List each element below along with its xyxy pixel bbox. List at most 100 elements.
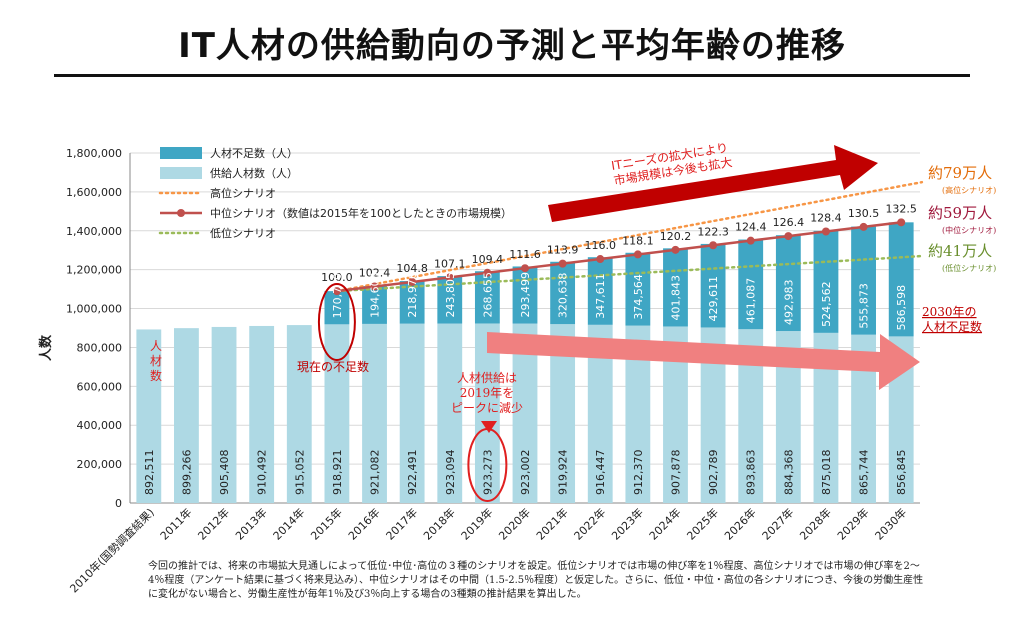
bar-label-supply: 915,052 bbox=[293, 450, 306, 496]
bar-shortage bbox=[738, 239, 764, 330]
mid-scenario-label: 132.5 bbox=[885, 202, 917, 215]
bar-shortage bbox=[775, 235, 801, 332]
mid-scenario-label: 107.1 bbox=[434, 257, 466, 270]
legend-label: 低位シナリオ bbox=[210, 226, 276, 240]
y-tick-label: 200,000 bbox=[77, 458, 123, 471]
bar-label-supply: 893,863 bbox=[745, 450, 758, 496]
bar-label-shortage: 555,873 bbox=[858, 283, 871, 329]
bar-label-supply: 923,273 bbox=[481, 449, 494, 495]
legend-label: 人材不足数（人） bbox=[210, 146, 298, 160]
bar-label-shortage: 194,608 bbox=[369, 272, 382, 318]
bar-label-supply: 923,002 bbox=[519, 450, 532, 496]
mid-scenario-marker bbox=[746, 236, 755, 245]
x-tick-label: 2030年 bbox=[872, 505, 909, 542]
bar-shortage bbox=[888, 222, 914, 337]
mid-scenario-label: 104.8 bbox=[396, 262, 428, 275]
bar-label-supply: 875,018 bbox=[820, 450, 833, 496]
high-scenario-total: 約79万人 bbox=[928, 164, 992, 182]
bar-supply bbox=[249, 325, 275, 503]
mid-scenario-marker bbox=[784, 232, 793, 241]
bar-label-supply: 921,082 bbox=[369, 450, 382, 496]
x-tick-label: 2015年 bbox=[308, 505, 345, 542]
x-tick-label: 2026年 bbox=[721, 505, 758, 542]
mid-scenario-label: 100.0 bbox=[321, 271, 353, 284]
bar-shortage bbox=[474, 271, 500, 324]
x-tick-label: 2018年 bbox=[420, 505, 457, 542]
bar-label-shortage: 429,611 bbox=[707, 276, 720, 322]
bar-supply bbox=[399, 323, 425, 503]
bar-label-supply: 923,094 bbox=[444, 450, 457, 496]
legend-label: 中位シナリオ（数値は2015年を100としたときの市場規模） bbox=[210, 206, 512, 220]
bar-label-supply: 922,491 bbox=[406, 450, 419, 496]
mid-scenario-marker bbox=[633, 250, 642, 259]
y-tick-label: 1,400,000 bbox=[66, 225, 122, 238]
mid-scenario-marker bbox=[671, 245, 680, 254]
bar-shortage bbox=[512, 266, 538, 324]
bar-supply bbox=[211, 326, 237, 503]
x-tick-label: 2016年 bbox=[345, 505, 382, 542]
x-tick-label: 2011年 bbox=[157, 505, 194, 542]
x-tick-label: 2012年 bbox=[195, 505, 232, 542]
mid-scenario-total: 約59万人 bbox=[928, 204, 992, 222]
bar-shortage bbox=[813, 230, 839, 333]
mid-scenario-marker bbox=[897, 218, 906, 227]
footnote-line-1: 今回の推計では、将来の市場拡大見通しによって低位･中位･高位の３種のシナリオを設… bbox=[148, 561, 920, 572]
shortage-2030-label: 2030年の人材不足数 bbox=[922, 305, 982, 334]
x-tick-label: 2013年 bbox=[232, 505, 269, 542]
mid-scenario-label: 126.4 bbox=[773, 216, 805, 229]
low-scenario-total: 約41万人 bbox=[928, 242, 992, 260]
bar-label-shortage: 170,700 bbox=[331, 273, 344, 319]
mid-scenario-marker bbox=[821, 227, 830, 236]
mid-scenario-marker bbox=[445, 273, 454, 282]
x-tick-label: 2025年 bbox=[684, 505, 721, 542]
x-tick-label: 2028年 bbox=[797, 505, 834, 542]
bar-shortage bbox=[663, 248, 688, 327]
bar-label-supply: 910,492 bbox=[256, 450, 269, 496]
bar-label-supply: 892,511 bbox=[143, 450, 156, 496]
bar-supply bbox=[437, 323, 463, 503]
bar-label-shortage: 268,655 bbox=[481, 272, 494, 318]
mid-scenario-label: 111.6 bbox=[509, 248, 541, 261]
mid-scenario-marker bbox=[558, 259, 567, 268]
y-tick-label: 400,000 bbox=[77, 419, 123, 432]
bar-label-supply: 884,368 bbox=[782, 450, 795, 496]
y-tick-label: 1,000,000 bbox=[66, 303, 122, 316]
mid-scenario-label: 102.4 bbox=[359, 267, 391, 280]
bar-label-shortage: 461,087 bbox=[745, 278, 758, 324]
mid-scenario-marker bbox=[483, 268, 492, 277]
x-tick-label: 2021年 bbox=[533, 505, 570, 542]
chart-legend: 人材不足数（人） 供給人材数（人） 高位シナリオ中位シナリオ（数値は2015年を10… bbox=[158, 146, 512, 240]
bar-label-shortage: 243,805 bbox=[444, 272, 457, 318]
y-tick-label: 1,600,000 bbox=[66, 186, 122, 199]
bar-data-labels: 892,511 899,266 905,408 910,492 915,052 918,9… bbox=[143, 272, 908, 495]
mid-scenario-label: 124.4 bbox=[735, 221, 767, 234]
current-shortage-highlight bbox=[317, 283, 356, 361]
bar-label-shortage: 320,638 bbox=[557, 273, 570, 319]
mid-scenario-marker bbox=[521, 264, 529, 273]
y-tick-label: 800,000 bbox=[77, 341, 123, 354]
low-scenario-caption: (低位シナリオ) bbox=[942, 263, 996, 273]
mid-scenario-marker bbox=[859, 222, 868, 231]
footnote: 今回の推計では、将来の市場拡大見通しによって低位･中位･高位の３種のシナリオを設… bbox=[148, 560, 928, 602]
mid-scenario-label: 130.5 bbox=[848, 207, 880, 220]
current-shortage-label: 現在の不足数 bbox=[297, 359, 369, 374]
shortage-growth-arrow bbox=[487, 332, 920, 390]
x-tick-label: 2027年 bbox=[759, 505, 796, 542]
y-axis-label: 人数 bbox=[38, 334, 54, 361]
bar-label-shortage: 293,499 bbox=[519, 272, 532, 318]
supply-peak-arrow bbox=[481, 421, 497, 433]
high-scenario-line bbox=[335, 180, 924, 293]
mid-scenario-marker bbox=[408, 277, 417, 286]
x-tick-label: 2020年 bbox=[496, 505, 533, 542]
legend-label: 高位シナリオ bbox=[210, 186, 276, 200]
footnote-line-3: に変化がない場合と、労働生産性が毎年1％及び3％向上する場合の3種類の推計結果を… bbox=[148, 589, 587, 600]
bar-label-supply: 902,789 bbox=[707, 450, 720, 496]
bar-label-supply: 912,370 bbox=[632, 450, 645, 496]
mid-scenario-label: 128.4 bbox=[810, 212, 842, 225]
bar-label-supply: 865,744 bbox=[858, 450, 871, 496]
bar-label-supply: 899,266 bbox=[180, 450, 193, 496]
supply-bar-label: 人材数 bbox=[150, 339, 162, 383]
bar-shortage bbox=[324, 291, 350, 325]
bar-label-supply: 916,447 bbox=[594, 450, 607, 496]
